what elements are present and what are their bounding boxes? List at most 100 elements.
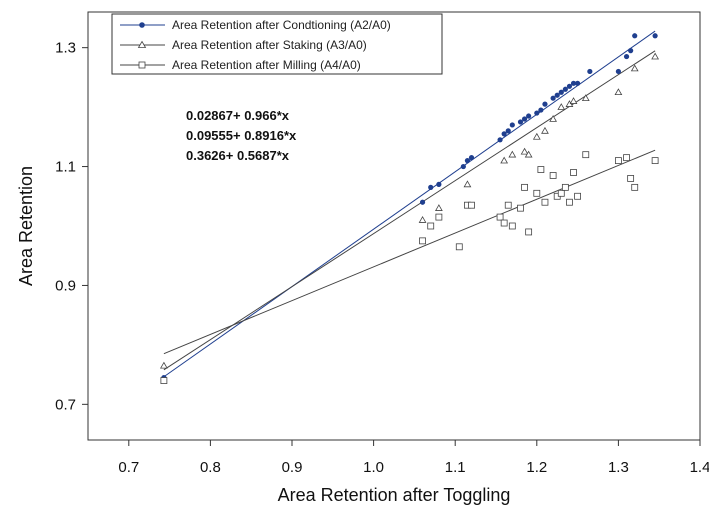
y-tick-label: 0.7	[55, 396, 76, 413]
equations: 0.02867+ 0.966*x 0.09555+ 0.8916*x 0.362…	[186, 108, 297, 163]
plot-frame	[87, 11, 701, 441]
point-milling	[455, 243, 463, 251]
point-milling	[574, 192, 581, 200]
point-milling	[160, 377, 168, 384]
legend-label-milling: Area Retention after Milling (A4/A0)	[172, 58, 361, 72]
point-staking	[581, 94, 590, 101]
point-conditioning	[542, 101, 548, 107]
point-staking	[651, 52, 660, 60]
fit-line-staking	[163, 50, 656, 371]
point-milling	[468, 201, 475, 209]
point-staking	[630, 64, 639, 72]
legend-entry-conditioning: Area Retention after Condtioning (A2/A0)	[120, 18, 391, 32]
x-tick-label: 0.8	[200, 459, 221, 476]
point-milling	[570, 169, 577, 176]
fit-lines	[163, 30, 656, 378]
point-staking	[524, 150, 533, 158]
point-conditioning	[497, 137, 503, 143]
x-tick-label: 1.0	[363, 459, 384, 476]
point-staking	[418, 216, 427, 223]
equation-3: 0.3626+ 0.5687*x	[186, 148, 290, 163]
point-conditioning	[628, 48, 634, 54]
point-milling	[533, 189, 541, 197]
point-milling	[631, 183, 639, 191]
point-conditioning	[464, 158, 471, 164]
point-conditioning	[570, 80, 577, 86]
point-milling	[517, 204, 524, 212]
point-conditioning	[436, 181, 442, 187]
legend-box	[111, 13, 443, 75]
point-milling	[627, 175, 635, 182]
point-milling	[500, 219, 508, 227]
point-conditioning	[428, 184, 434, 190]
legend-label-conditioning: Area Retention after Condtioning (A2/A0)	[172, 18, 391, 32]
x-tick-label: 1.4	[690, 459, 709, 476]
point-conditioning	[460, 163, 466, 170]
x-axis-title: Area Retention after Toggling	[278, 485, 511, 505]
y-tick-label: 0.9	[55, 277, 76, 294]
legend: Area Retention after Condtioning (A2/A0)…	[111, 13, 443, 75]
y-axis-title: Area Retention	[16, 166, 36, 286]
point-conditioning	[509, 122, 515, 128]
point-conditioning	[517, 119, 524, 125]
point-staking	[532, 132, 541, 140]
point-milling	[419, 237, 426, 245]
point-milling	[537, 166, 545, 173]
point-conditioning	[505, 128, 511, 134]
point-conditioning	[526, 113, 532, 119]
point-milling	[508, 222, 516, 230]
point-conditioning	[587, 68, 593, 75]
point-milling	[541, 198, 549, 206]
point-milling	[615, 157, 622, 165]
point-milling	[582, 151, 590, 159]
point-staking	[159, 361, 168, 369]
x-tick-label: 1.1	[445, 459, 466, 476]
point-milling	[435, 213, 443, 221]
point-staking	[541, 126, 549, 134]
point-staking	[569, 97, 578, 104]
point-milling	[504, 201, 512, 209]
point-conditioning	[615, 68, 622, 75]
point-conditioning	[538, 107, 544, 113]
point-milling	[557, 189, 565, 197]
point-milling	[549, 172, 557, 179]
point-staking	[500, 156, 509, 164]
point-milling	[566, 198, 573, 206]
point-staking	[463, 180, 472, 188]
point-conditioning	[468, 155, 475, 161]
point-conditioning	[550, 95, 556, 101]
point-conditioning	[554, 92, 560, 98]
point-milling	[561, 183, 569, 191]
point-conditioning	[562, 86, 568, 92]
point-staking	[434, 204, 443, 211]
point-conditioning	[558, 89, 564, 95]
point-staking	[520, 147, 529, 155]
equation-2: 0.09555+ 0.8916*x	[186, 128, 297, 143]
point-staking	[557, 103, 566, 110]
legend-marker-conditioning	[139, 22, 145, 28]
point-milling	[496, 213, 504, 221]
point-conditioning	[419, 199, 426, 205]
legend-marker-staking	[137, 40, 147, 48]
point-conditioning	[623, 53, 630, 60]
point-conditioning	[534, 110, 540, 116]
point-conditioning	[521, 116, 528, 122]
point-milling	[651, 157, 659, 165]
point-conditioning	[632, 33, 638, 39]
x-tick-label: 0.7	[118, 459, 139, 476]
point-milling	[521, 183, 528, 191]
legend-marker-milling	[138, 61, 146, 69]
x-tick-label: 0.9	[282, 459, 303, 476]
x-tick-label: 1.2	[526, 459, 547, 476]
point-milling	[623, 154, 630, 162]
point-milling	[427, 222, 435, 230]
fit-line-milling	[163, 149, 656, 355]
point-conditioning	[575, 80, 581, 86]
y-tick-label: 1.3	[55, 40, 76, 57]
y-tick-label: 1.1	[55, 159, 76, 176]
legend-entry-staking: Area Retention after Staking (A3/A0)	[120, 38, 367, 52]
legend-label-staking: Area Retention after Staking (A3/A0)	[172, 38, 367, 52]
legend-entry-milling: Area Retention after Milling (A4/A0)	[120, 58, 361, 72]
x-tick-label: 1.3	[608, 459, 629, 476]
